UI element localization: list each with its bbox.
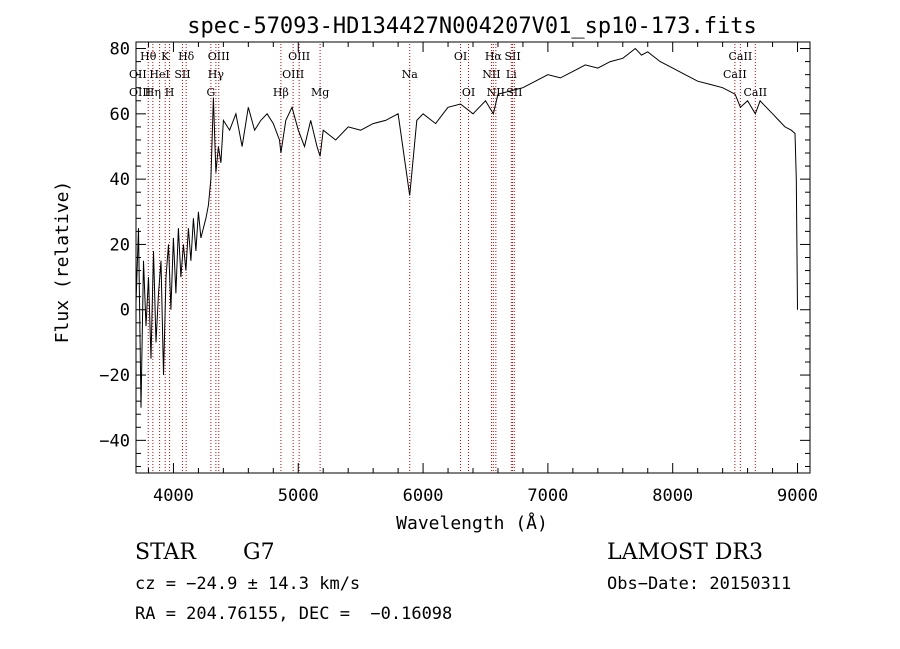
x-axis-label: Wavelength (Å) [396,512,548,534]
y-tick-label: −40 [99,431,130,451]
axis-ticks: 4000 5000 6000 7000 8000 9000 −40 −20 0 20 40 60 80 [99,40,818,506]
redshift-value: cz = −24.9 ± 14.3 km/s [135,574,361,594]
y-tick-label: 20 [110,235,130,255]
spectral-line-label: CaII [723,68,747,81]
x-tick-label: 9000 [777,486,818,506]
spectral-line-label: OIII [129,86,151,99]
spectral-line-label: H [165,86,175,99]
spectral-line-label: Hβ [273,86,289,99]
spectral-line-labels: Hθ Hη HeI K H SII Hδ G Hγ OIII Hβ OIII OIII Mg Na OI OI N… [129,50,767,99]
spectral-line-label: SII [174,68,190,81]
spectral-line-label: OIII [208,50,230,63]
spectral-line-label: Hδ [178,50,195,63]
survey-name: LAMOST DR3 [607,540,763,565]
spectral-line-label: Mg [311,86,329,99]
spectral-line-markers [147,44,756,473]
spectral-line-label: Hθ [140,50,157,63]
spectral-line-label: K [161,50,170,63]
object-subclass: G7 [243,540,275,565]
x-tick-label: 6000 [403,486,444,506]
spectral-line-label: Li [506,68,517,81]
spectral-line-label: OI [454,50,467,63]
y-tick-label: 80 [110,40,130,60]
spectral-line-label: NII [487,86,505,99]
spectral-line-label: Hα [485,50,503,63]
spectral-line-label: OI [462,86,475,99]
x-tick-label: 5000 [278,486,319,506]
plot-frame [135,41,811,474]
object-type: STAR [135,540,196,565]
y-axis-label: Flux (relative) [52,181,73,344]
y-tick-label: 0 [120,301,130,321]
spectral-line-label: Hγ [208,68,225,81]
spectral-line-label: OIII [282,68,304,81]
spectral-line-label: Hη [145,86,161,99]
spectral-line-label: Na [402,68,419,81]
x-tick-label: 7000 [527,486,568,506]
x-tick-label: 4000 [153,486,194,506]
spectral-line-label: HeI [149,68,169,81]
x-tick-label: 8000 [652,486,693,506]
spectral-line-label: NII [482,68,500,81]
spectral-line-label: G [206,86,215,99]
spectral-line-label: CaII [743,86,767,99]
spectral-line-label: OIII [288,50,310,63]
spectrum-series-line [135,47,798,408]
spectral-line-label: SII [504,50,520,63]
chart-title: spec-57093-HD134427N004207V01_sp10-173.f… [187,14,757,39]
y-tick-label: 40 [110,170,130,190]
y-tick-label: 60 [110,105,130,125]
observation-date: Obs−Date: 20150311 [607,574,792,594]
spectral-line-label: SII [506,86,522,99]
y-tick-label: −20 [99,366,130,386]
coordinates: RA = 204.76155, DEC = −0.16098 [135,604,453,624]
spectral-line-label: CaII [729,50,753,63]
spectral-line-label: OII [129,68,147,81]
